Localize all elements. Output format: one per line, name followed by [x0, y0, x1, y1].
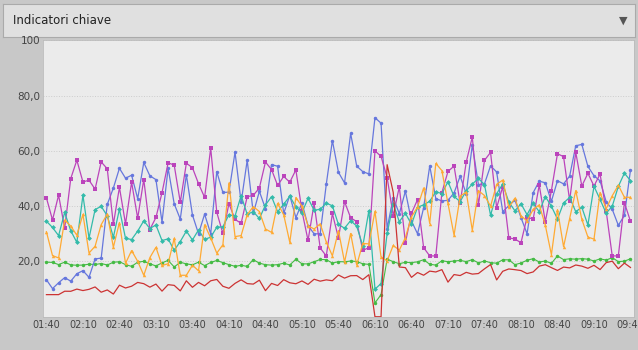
- Text: ▼: ▼: [619, 16, 627, 26]
- Text: Indicatori chiave: Indicatori chiave: [13, 14, 111, 27]
